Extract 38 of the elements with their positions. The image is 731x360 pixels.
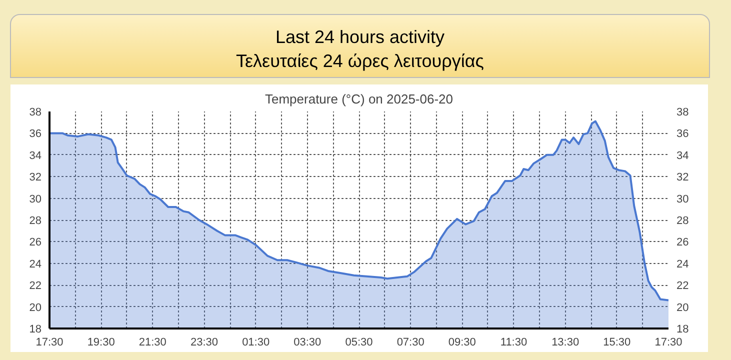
y-tick-label: 22 — [29, 280, 42, 292]
y2-tick-label: 22 — [676, 280, 689, 292]
y2-tick-label: 24 — [676, 258, 689, 270]
y-tick-label: 24 — [29, 258, 42, 270]
x-tick-label: 11:30 — [500, 336, 528, 348]
y2-tick-label: 38 — [676, 106, 689, 118]
y-tick-label: 36 — [29, 128, 42, 140]
x-tick-label: 23:30 — [190, 336, 218, 348]
y2-tick-label: 30 — [676, 193, 689, 206]
x-tick-label: 09:30 — [448, 336, 476, 348]
y2-tick-label: 32 — [676, 172, 689, 184]
y2-tick-label: 18 — [676, 324, 689, 336]
x-tick-label: 17:30 — [36, 336, 64, 348]
y2-tick-label: 34 — [676, 150, 689, 162]
x-tick-label: 05:30 — [345, 336, 373, 348]
y-tick-label: 26 — [29, 236, 42, 249]
y2-tick-label: 28 — [676, 215, 689, 227]
text: Temperature (°C) on 2025-06-20 — [264, 92, 454, 106]
x-tick-label: 13:30 — [552, 336, 580, 348]
y-tick-label: 20 — [29, 302, 42, 314]
y-tick-label: 32 — [29, 172, 42, 184]
x-tick-label: 21:30 — [138, 336, 166, 348]
x-tick-label: 07:30 — [396, 336, 424, 348]
chart-title: Last 24 hours activity — [275, 27, 445, 47]
x-tick-label: 19:30 — [87, 336, 115, 348]
y-tick-label: 34 — [29, 150, 42, 162]
y-tick-label: 38 — [29, 106, 42, 118]
y-tick-label: 18 — [29, 324, 42, 336]
x-tick-label: 15:30 — [603, 336, 631, 348]
x-tick-label: 01:30 — [242, 336, 270, 348]
x-tick-label: 17:30 — [654, 336, 682, 348]
y-tick-label: 30 — [29, 193, 42, 206]
y2-tick-label: 36 — [676, 128, 689, 140]
y2-tick-label: 26 — [676, 236, 689, 249]
y2-tick-label: 20 — [676, 302, 689, 314]
x-tick-label: 03:30 — [294, 336, 322, 348]
y-tick-label: 28 — [29, 215, 42, 227]
chart-subtitle: Τελευταίες 24 ώρες λειτουργίας — [236, 51, 484, 71]
